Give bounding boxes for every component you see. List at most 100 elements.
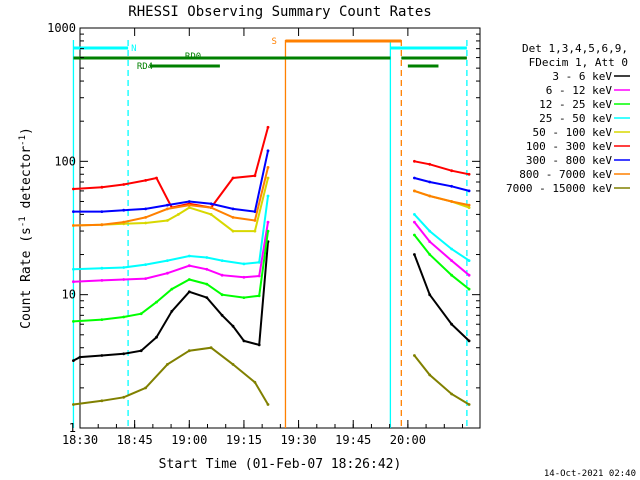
- annotation-label-n: N: [131, 44, 136, 54]
- data-point-25-50-kev: [205, 256, 209, 259]
- data-point-300-800-kev: [100, 210, 104, 214]
- data-point-6-12-kev: [166, 271, 169, 275]
- y-axis-label-mid: detector: [19, 146, 34, 217]
- data-point-12-25-kev: [450, 273, 453, 277]
- data-point-25-50-kev: [166, 259, 169, 262]
- y-tick-label: 100: [54, 154, 76, 168]
- data-point-3-6-kev: [428, 293, 432, 297]
- data-point-6-12-kev: [266, 220, 270, 224]
- data-point-7000-15000-kev: [72, 403, 75, 406]
- data-point-800-7000-kev: [467, 203, 471, 207]
- data-point-300-800-kev: [450, 184, 453, 188]
- data-point-6-12-kev: [205, 267, 209, 271]
- legend-label-25-50-kev: 25 - 50 keV: [539, 112, 612, 125]
- legend: Det 1,3,4,5,6,9, FDecim 1, Att 0 3 - 6 k…: [506, 42, 630, 195]
- annotation-label-rd0: RD0: [185, 52, 201, 62]
- y-tick-label: 1: [69, 421, 76, 435]
- data-point-12-25-kev: [122, 315, 126, 319]
- data-point-3-6-kev: [467, 339, 471, 343]
- data-point-12-25-kev: [242, 296, 246, 299]
- data-point-6-12-kev: [450, 259, 453, 262]
- y-tick-label: 10: [62, 288, 76, 302]
- data-point-100-300-kev: [122, 183, 126, 186]
- data-point-25-50-kev: [72, 267, 75, 271]
- y-axis-label-end: ): [19, 127, 34, 135]
- data-point-12-25-kev: [413, 233, 416, 237]
- data-point-7000-15000-kev: [144, 386, 148, 390]
- data-point-300-800-kev: [209, 202, 213, 206]
- data-point-300-800-kev: [413, 176, 416, 180]
- x-tick-label: 18:45: [117, 433, 153, 447]
- data-point-6-12-kev: [122, 278, 126, 281]
- x-tick-label: 20:00: [390, 433, 426, 447]
- data-point-25-50-kev: [266, 194, 270, 198]
- annotation-label-rd4: RD4: [137, 62, 153, 72]
- data-point-7000-15000-kev: [187, 349, 191, 353]
- data-point-300-800-kev: [266, 149, 270, 153]
- x-tick-label: 19:00: [171, 433, 207, 447]
- data-point-25-50-kev: [467, 259, 471, 262]
- series-line-800-7000-kev-post-gap: [414, 189, 470, 207]
- data-point-800-7000-kev: [100, 223, 104, 227]
- series-line-300-800-kev: [73, 150, 269, 213]
- data-point-800-7000-kev: [450, 200, 453, 203]
- data-point-50-100-kev: [266, 176, 270, 180]
- data-point-7000-15000-kev: [231, 363, 235, 366]
- series-line-3-6-kev: [72, 241, 269, 362]
- y-axis-label-sup2: -1: [18, 135, 28, 146]
- data-point-800-7000-kev: [413, 189, 416, 193]
- data-point-7000-15000-kev: [266, 403, 270, 406]
- data-point-100-300-kev: [100, 185, 104, 189]
- data-point-6-12-kev: [242, 275, 246, 279]
- series-layer: [72, 125, 471, 406]
- series-line-7000-15000-kev-post-gap: [413, 354, 470, 406]
- data-point-25-50-kev: [220, 259, 224, 262]
- data-point-100-300-kev: [253, 174, 257, 178]
- data-point-7000-15000-kev: [122, 395, 126, 399]
- data-point-800-7000-kev: [144, 216, 148, 219]
- series-line-300-800-kev-post-gap: [414, 177, 470, 192]
- data-point-7000-15000-kev: [253, 380, 257, 384]
- data-point-300-800-kev: [144, 207, 148, 211]
- data-point-7000-15000-kev: [428, 373, 432, 377]
- legend-label-7000-15000-kev: 7000 - 15000 keV: [506, 182, 612, 195]
- data-point-3-6-kev: [242, 339, 246, 343]
- data-point-50-100-kev: [209, 213, 213, 216]
- data-point-7000-15000-kev: [166, 363, 169, 366]
- data-point-50-100-kev: [177, 213, 180, 216]
- legend-label-100-300-kev: 100 - 300 keV: [526, 140, 612, 153]
- data-point-3-6-kev: [72, 359, 75, 362]
- data-point-6-12-kev: [220, 273, 224, 277]
- data-point-25-50-kev: [122, 266, 126, 269]
- series-line-12-25-kev-post-gap: [413, 234, 470, 290]
- series-line-100-300-kev-post-gap: [414, 160, 470, 176]
- data-point-6-12-kev: [100, 279, 104, 282]
- data-point-12-25-kev: [100, 318, 104, 321]
- data-point-3-6-kev: [187, 290, 191, 294]
- y-axis: 1 10 100 1000: [47, 21, 480, 435]
- series-line-3-6-kev-post-gap: [413, 254, 470, 342]
- footer-date: 14-Oct-2021 02:40: [544, 469, 636, 479]
- data-point-100-300-kev: [231, 176, 235, 180]
- data-point-7000-15000-kev: [413, 354, 416, 357]
- data-point-800-7000-kev: [231, 216, 235, 219]
- data-point-7000-15000-kev: [100, 399, 104, 403]
- data-point-25-50-kev: [187, 254, 191, 258]
- series-line-100-300-kev: [73, 127, 269, 209]
- data-point-12-25-kev: [428, 253, 432, 256]
- data-point-300-800-kev: [467, 189, 471, 193]
- data-point-100-300-kev: [467, 172, 471, 176]
- data-point-3-6-kev: [78, 355, 82, 359]
- data-point-100-300-kev: [428, 162, 432, 166]
- legend-label-300-800-kev: 300 - 800 keV: [526, 154, 612, 167]
- data-point-3-6-kev: [220, 313, 224, 317]
- data-point-50-100-kev: [231, 229, 235, 233]
- data-point-12-25-kev: [205, 282, 209, 286]
- data-point-7000-15000-kev: [450, 392, 453, 396]
- data-point-3-6-kev: [100, 354, 104, 357]
- data-point-100-300-kev: [72, 187, 75, 191]
- data-point-100-300-kev: [413, 159, 416, 163]
- legend-header-line-2: FDecim 1, Att 0: [529, 56, 628, 69]
- data-point-50-100-kev: [467, 206, 471, 210]
- series-line-6-12-kev-post-gap: [413, 221, 470, 276]
